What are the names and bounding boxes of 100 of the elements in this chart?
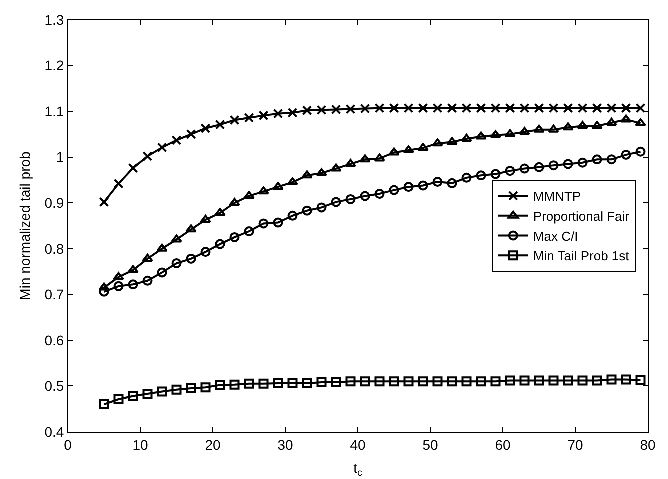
x-tick-label: 10 <box>132 436 148 453</box>
point <box>157 268 168 278</box>
point <box>244 191 255 200</box>
point <box>462 172 472 183</box>
point <box>316 378 327 388</box>
point <box>142 389 153 399</box>
y-tick-label: 0.4 <box>44 424 64 440</box>
point <box>432 138 444 147</box>
point <box>98 282 110 291</box>
point <box>114 281 124 292</box>
point <box>273 108 284 119</box>
point <box>578 158 588 168</box>
point <box>432 103 443 114</box>
point <box>606 374 617 385</box>
point <box>244 226 254 236</box>
point <box>302 106 312 116</box>
point <box>432 177 443 188</box>
point <box>157 386 168 397</box>
point <box>578 103 588 114</box>
point <box>186 384 196 394</box>
point <box>636 375 646 386</box>
point <box>446 137 458 146</box>
point <box>578 376 588 386</box>
x-tick-label: 80 <box>640 436 656 453</box>
point <box>490 376 501 387</box>
point <box>548 376 559 386</box>
point <box>200 382 211 393</box>
point <box>244 378 254 389</box>
point <box>273 378 284 388</box>
point <box>577 121 588 130</box>
point <box>389 103 400 114</box>
legend-label: Proportional Fair <box>533 208 630 224</box>
point <box>302 378 312 388</box>
point <box>562 122 574 131</box>
point <box>113 272 124 280</box>
point <box>504 129 516 138</box>
y-tick-label: 1.1 <box>44 103 64 120</box>
point <box>447 178 458 188</box>
point <box>258 110 269 121</box>
point <box>273 218 284 228</box>
point <box>548 160 559 171</box>
point <box>316 202 327 213</box>
x-tick-label: 40 <box>350 436 366 453</box>
point <box>505 103 516 114</box>
point <box>606 154 617 165</box>
point <box>418 143 429 152</box>
y-tick-label: 0.8 <box>44 240 64 257</box>
point <box>114 394 124 404</box>
point <box>142 254 154 262</box>
point <box>620 114 632 123</box>
point <box>99 286 110 297</box>
point <box>621 374 632 385</box>
point <box>404 103 414 114</box>
point <box>200 215 212 224</box>
point <box>592 154 602 165</box>
point <box>534 103 544 114</box>
x-tick-label: 20 <box>205 436 221 453</box>
point <box>331 104 342 115</box>
legend-label: MMNTP <box>533 189 582 204</box>
point <box>302 206 312 216</box>
point <box>288 108 298 118</box>
point <box>403 145 414 154</box>
point <box>258 186 270 195</box>
point <box>519 127 530 136</box>
point <box>534 124 545 133</box>
point <box>490 169 501 180</box>
point <box>636 146 646 157</box>
point <box>128 280 138 290</box>
point <box>345 159 356 168</box>
point <box>360 104 370 114</box>
y-tick-label: 1 <box>56 149 64 166</box>
point <box>99 400 110 410</box>
point <box>563 376 574 386</box>
point <box>374 376 385 387</box>
point <box>476 132 487 140</box>
point <box>316 168 328 176</box>
point <box>534 376 544 386</box>
y-tick-label: 0.5 <box>44 378 64 394</box>
point <box>388 148 400 156</box>
point <box>389 185 400 196</box>
point <box>520 376 530 386</box>
x-tick-label: 60 <box>495 436 511 453</box>
point <box>331 197 342 208</box>
point <box>360 154 371 163</box>
point <box>418 103 428 114</box>
point <box>462 103 472 114</box>
point <box>128 391 138 402</box>
point <box>432 376 443 387</box>
point <box>316 105 327 116</box>
point <box>302 170 313 179</box>
point <box>360 191 370 202</box>
y-tick-label: 1.3 <box>44 12 64 28</box>
point <box>215 120 226 130</box>
point <box>476 170 486 181</box>
point <box>186 254 196 264</box>
point <box>374 188 385 199</box>
point <box>330 164 342 172</box>
point <box>272 182 284 190</box>
point <box>244 112 254 123</box>
point <box>360 376 370 387</box>
